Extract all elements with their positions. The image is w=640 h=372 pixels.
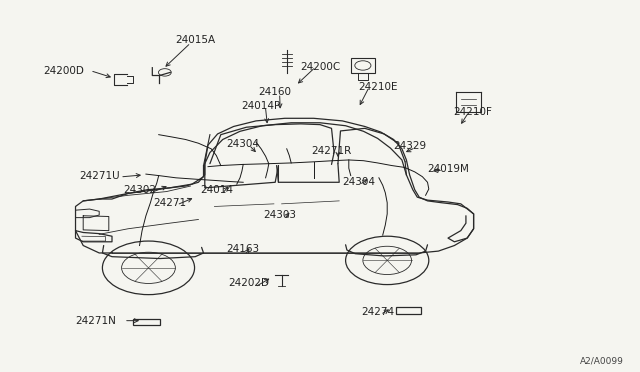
Text: 24271N: 24271N: [76, 316, 116, 326]
Text: 24014: 24014: [200, 185, 233, 195]
Text: 24271U: 24271U: [79, 171, 120, 180]
Text: 24200D: 24200D: [44, 67, 84, 76]
Text: 24210E: 24210E: [358, 83, 397, 92]
Text: 24329: 24329: [393, 141, 426, 151]
Text: 24015A: 24015A: [175, 35, 215, 45]
Text: 24271R: 24271R: [312, 146, 351, 155]
Text: 24202D: 24202D: [228, 278, 269, 288]
Text: 24014P: 24014P: [241, 101, 281, 111]
Text: 24160: 24160: [259, 87, 292, 97]
Text: 24163: 24163: [227, 244, 260, 254]
Text: 24304: 24304: [342, 177, 375, 187]
Text: 24200C: 24200C: [300, 62, 340, 72]
Text: 24271: 24271: [153, 198, 186, 208]
Text: 24210F: 24210F: [453, 107, 492, 116]
Text: 24019M: 24019M: [427, 164, 469, 174]
Text: A2/A0099: A2/A0099: [580, 356, 624, 365]
Text: 24302: 24302: [123, 185, 156, 195]
Text: 24304: 24304: [227, 140, 260, 149]
Text: 24303: 24303: [263, 210, 296, 220]
Text: 24274: 24274: [361, 307, 394, 317]
